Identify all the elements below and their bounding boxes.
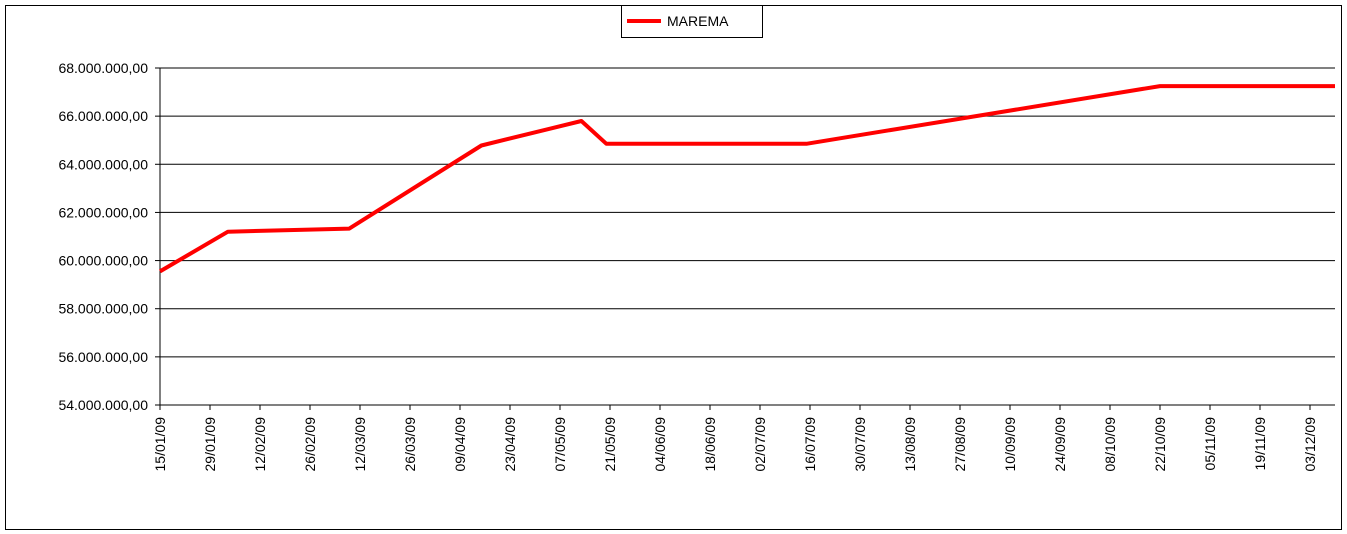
x-tick-label: 23/04/09 — [502, 417, 518, 472]
x-tick-label: 18/06/09 — [702, 417, 718, 472]
x-tick-label: 02/07/09 — [752, 417, 768, 472]
x-tick-label: 30/07/09 — [852, 417, 868, 472]
y-tick-label: 56.000.000,00 — [58, 349, 148, 365]
x-tick-label: 12/03/09 — [352, 417, 368, 472]
x-tick-label: 10/09/09 — [1002, 417, 1018, 472]
x-tick-label: 08/10/09 — [1102, 417, 1118, 472]
data-line — [158, 84, 1335, 274]
x-tick-label: 09/04/09 — [452, 417, 468, 472]
x-tick-label: 13/08/09 — [902, 417, 918, 472]
y-tick-label: 66.000.000,00 — [58, 108, 148, 124]
y-tick-label: 60.000.000,00 — [58, 253, 148, 269]
x-tick-label: 03/12/09 — [1302, 417, 1318, 472]
x-tick-label: 16/07/09 — [802, 417, 818, 472]
y-tick-label: 64.000.000,00 — [58, 156, 148, 172]
x-tick-label: 12/02/09 — [252, 417, 268, 472]
x-tick-label: 26/02/09 — [302, 417, 318, 472]
y-tick-label: 68.000.000,00 — [58, 60, 148, 76]
x-tick-label: 22/10/09 — [1152, 417, 1168, 472]
x-tick-label: 07/05/09 — [552, 417, 568, 472]
x-tick-label: 05/11/09 — [1202, 417, 1218, 471]
x-tick-label: 27/08/09 — [952, 417, 968, 472]
x-tick-label: 19/11/09 — [1252, 417, 1268, 471]
x-tick-label: 04/06/09 — [652, 417, 668, 472]
x-tick-label: 26/03/09 — [402, 417, 418, 472]
x-tick-label: 29/01/09 — [202, 417, 218, 472]
x-tick-label: 15/01/09 — [152, 417, 168, 472]
y-tick-label: 58.000.000,00 — [58, 301, 148, 317]
x-tick-label: 21/05/09 — [602, 417, 618, 472]
y-tick-label: 62.000.000,00 — [58, 204, 148, 220]
y-tick-label: 54.000.000,00 — [58, 397, 148, 413]
x-tick-label: 24/09/09 — [1052, 417, 1068, 472]
legend-label: MAREMA — [667, 13, 729, 29]
